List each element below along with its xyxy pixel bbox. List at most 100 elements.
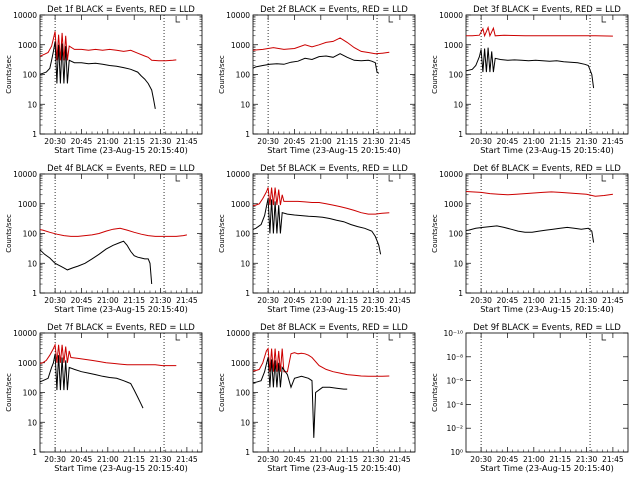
y-tick-label: 10000 [226, 329, 250, 338]
x-axis-label: Start Time (23-Aug-15 20:15:40) [480, 145, 614, 155]
x-tick-label: 20:45 [71, 137, 93, 146]
y-tick-label: 1 [458, 289, 463, 298]
x-tick-label: 21:30 [150, 455, 172, 464]
x-tick-label: 21:15 [336, 296, 358, 305]
y-axis-label: Counts/sec [431, 373, 439, 412]
y-tick-label: 100 [236, 71, 251, 80]
marker-l-glyph [388, 175, 394, 182]
y-tick-label: 10⁰ [450, 448, 463, 457]
y-tick-label: 100 [449, 71, 464, 80]
marker-l-glyph [175, 16, 181, 23]
panel-3: Det 3f BLACK = Events, RED = LLD 1 10 100 10… [431, 4, 629, 155]
panel-title: Det 6f BLACK = Events, RED = LLD [473, 163, 621, 173]
plot-frame [252, 14, 416, 135]
x-tick-label: 20:45 [284, 137, 306, 146]
panel-5: Det 5f BLACK = Events, RED = LLD 1 10 100 10… [218, 163, 416, 314]
events-series-line [253, 357, 348, 438]
x-tick-label: 20:45 [497, 455, 519, 464]
x-tick-label: 21:45 [389, 455, 411, 464]
x-tick-label: 20:30 [470, 296, 492, 305]
plot-frame [39, 173, 203, 294]
panel-1: Det 1f BLACK = Events, RED = LLD 1 10 100 10… [5, 4, 203, 155]
x-tick-label: 21:00 [310, 455, 332, 464]
y-axis-label: Counts/sec [431, 55, 439, 94]
x-tick-label: 20:30 [470, 455, 492, 464]
y-tick-label: 10000 [226, 11, 250, 20]
panel-4: Det 4f BLACK = Events, RED = LLD 1 10 100 10… [5, 163, 203, 314]
plot-frame [465, 332, 629, 453]
panel-6: Det 6f BLACK = Events, RED = LLD 1 10 100 10… [431, 163, 629, 314]
y-tick-label: 1000 [444, 200, 463, 209]
x-tick-label: 21:00 [97, 455, 119, 464]
x-tick-label: 20:45 [71, 455, 93, 464]
y-tick-label: 10 [453, 100, 463, 109]
x-axis-label: Start Time (23-Aug-15 20:15:40) [54, 304, 188, 314]
x-tick-label: 21:15 [549, 137, 571, 146]
y-tick-label: 1000 [444, 41, 463, 50]
x-tick-label: 20:30 [44, 137, 66, 146]
x-axis-label: Start Time (23-Aug-15 20:15:40) [267, 463, 401, 473]
y-axis-label: Counts/sec [431, 214, 439, 253]
x-tick-label: 21:15 [336, 455, 358, 464]
x-tick-label: 21:45 [602, 137, 624, 146]
panel-2: Det 2f BLACK = Events, RED = LLD 1 10 100 10… [218, 4, 416, 155]
x-tick-label: 21:00 [523, 455, 545, 464]
x-tick-label: 20:45 [284, 296, 306, 305]
x-tick-label: 21:45 [176, 137, 198, 146]
x-tick-label: 21:30 [363, 296, 385, 305]
y-tick-label: 100 [236, 230, 251, 239]
y-tick-label: 10 [27, 418, 37, 427]
x-tick-label: 21:00 [310, 137, 332, 146]
y-tick-label: 1 [32, 448, 37, 457]
lld-series-line [40, 342, 177, 367]
panel-9: Det 9f BLACK = Events, RED = LLD 10⁰ 10⁻² 1… [431, 322, 629, 473]
y-tick-label: 1000 [231, 41, 250, 50]
panel-7: Det 7f BLACK = Events, RED = LLD 1 10 100 10… [5, 322, 203, 473]
marker-l-glyph [601, 334, 607, 341]
x-tick-label: 20:30 [44, 455, 66, 464]
x-tick-label: 21:30 [150, 296, 172, 305]
lld-series-line [253, 37, 390, 55]
marker-l-glyph [388, 16, 394, 23]
y-tick-label: 1 [245, 448, 250, 457]
x-tick-label: 21:45 [176, 296, 198, 305]
panel-title: Det 5f BLACK = Events, RED = LLD [260, 163, 408, 173]
events-series-line [253, 53, 380, 74]
y-axis-label: Counts/sec [218, 373, 226, 412]
x-axis-label: Start Time (23-Aug-15 20:15:40) [54, 145, 188, 155]
events-series-line [466, 47, 595, 89]
y-tick-label: 100 [449, 230, 464, 239]
y-tick-label: 10 [27, 259, 37, 268]
x-tick-label: 21:30 [363, 137, 385, 146]
panel-title: Det 2f BLACK = Events, RED = LLD [260, 4, 408, 14]
x-tick-label: 21:00 [523, 296, 545, 305]
x-tick-label: 20:45 [71, 296, 93, 305]
marker-l-glyph [175, 175, 181, 182]
y-tick-label: 100 [23, 71, 38, 80]
x-tick-label: 21:30 [576, 296, 598, 305]
y-axis-label: Counts/sec [5, 373, 13, 412]
x-tick-label: 20:45 [284, 455, 306, 464]
x-axis-label: Start Time (23-Aug-15 20:15:40) [267, 145, 401, 155]
plot-frame [39, 332, 203, 453]
lld-series-line [40, 31, 177, 62]
events-series-line [253, 198, 382, 255]
panel-title: Det 3f BLACK = Events, RED = LLD [473, 4, 621, 14]
x-axis-label: Start Time (23-Aug-15 20:15:40) [54, 463, 188, 473]
y-tick-label: 1000 [18, 41, 37, 50]
y-axis-label: Counts/sec [218, 55, 226, 94]
x-tick-label: 21:15 [123, 137, 145, 146]
x-tick-label: 20:30 [257, 296, 279, 305]
events-series-line [466, 225, 595, 243]
x-axis-label: Start Time (23-Aug-15 20:15:40) [480, 463, 614, 473]
x-tick-label: 21:45 [389, 137, 411, 146]
marker-l-glyph [601, 16, 607, 23]
x-tick-label: 20:30 [44, 296, 66, 305]
y-tick-label: 10⁻² [446, 424, 463, 433]
marker-l-glyph [601, 175, 607, 182]
lld-series-line [466, 25, 613, 38]
x-tick-label: 21:00 [310, 296, 332, 305]
y-tick-label: 10 [27, 100, 37, 109]
x-tick-label: 20:30 [257, 455, 279, 464]
